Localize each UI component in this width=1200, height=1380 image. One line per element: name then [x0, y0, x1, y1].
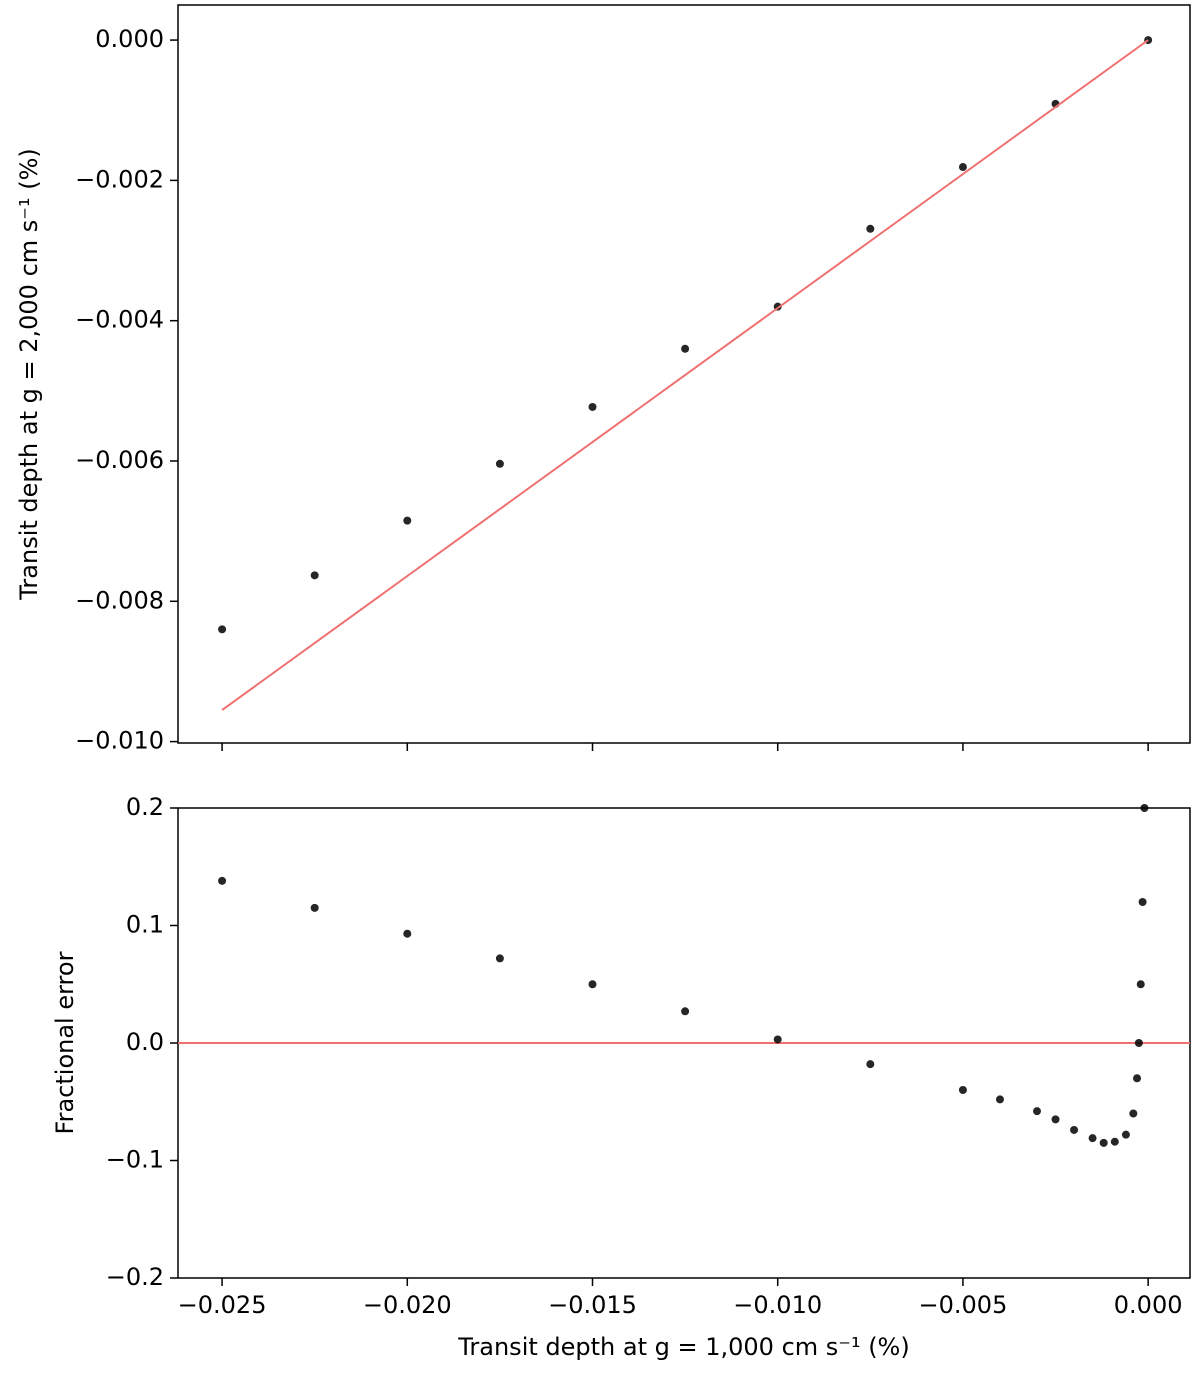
- data-point: [1051, 1115, 1060, 1124]
- data-point: [1140, 804, 1149, 812]
- plot-frame: [177, 4, 1191, 744]
- y-axis-label: Transit depth at g = 2,000 cm s⁻¹ (%): [15, 148, 43, 600]
- y-tick-label: −0.004: [75, 306, 164, 334]
- data-point: [403, 929, 412, 938]
- data-point: [681, 1007, 690, 1016]
- x-tick-label: −0.025: [178, 1291, 267, 1319]
- data-point: [588, 980, 597, 989]
- data-point: [310, 903, 319, 912]
- data-point: [1134, 1039, 1143, 1047]
- x-tick-label: −0.020: [363, 1291, 452, 1319]
- data-point: [958, 1086, 967, 1094]
- data-point: [495, 459, 504, 468]
- data-point: [1070, 1125, 1079, 1134]
- data-point: [958, 163, 967, 172]
- data-point: [1099, 1138, 1108, 1147]
- y-tick-label: −0.2: [106, 1263, 164, 1291]
- data-point: [218, 625, 227, 634]
- y-tick-label: −0.010: [75, 727, 164, 755]
- data-point: [1138, 898, 1147, 906]
- data-point: [1129, 1109, 1138, 1118]
- data-point: [1110, 1137, 1119, 1146]
- data-point: [1136, 980, 1145, 989]
- y-tick-label: −0.006: [75, 446, 164, 474]
- y-tick-label: −0.008: [75, 586, 164, 614]
- y-tick-label: 0.2: [126, 793, 164, 821]
- x-axis-label: Transit depth at g = 1,000 cm s⁻¹ (%): [457, 1333, 909, 1361]
- data-point: [495, 954, 504, 963]
- fit-line: [221, 39, 1149, 711]
- data-point: [773, 1035, 782, 1044]
- x-tick-label: 0.000: [1114, 1291, 1183, 1319]
- data-point: [681, 344, 690, 353]
- data-point: [1088, 1134, 1097, 1143]
- y-axis-label: Fractional error: [51, 951, 79, 1134]
- y-tick-label: −0.1: [106, 1146, 164, 1174]
- y-tick-label: 0.0: [126, 1028, 164, 1056]
- x-tick-label: −0.005: [919, 1291, 1008, 1319]
- data-point: [995, 1095, 1004, 1104]
- x-tick-label: −0.010: [733, 1291, 822, 1319]
- data-point: [588, 402, 597, 411]
- data-point: [866, 1060, 875, 1069]
- data-point: [310, 571, 319, 580]
- y-tick-label: 0.1: [126, 911, 164, 939]
- y-tick-label: 0.000: [95, 25, 164, 53]
- data-point: [218, 876, 227, 885]
- x-tick-label: −0.015: [548, 1291, 637, 1319]
- data-point: [403, 516, 412, 525]
- y-tick-label: −0.002: [75, 165, 164, 193]
- data-point: [1133, 1074, 1142, 1083]
- data-point: [1121, 1130, 1130, 1139]
- data-point: [1033, 1107, 1042, 1116]
- data-point: [866, 224, 875, 233]
